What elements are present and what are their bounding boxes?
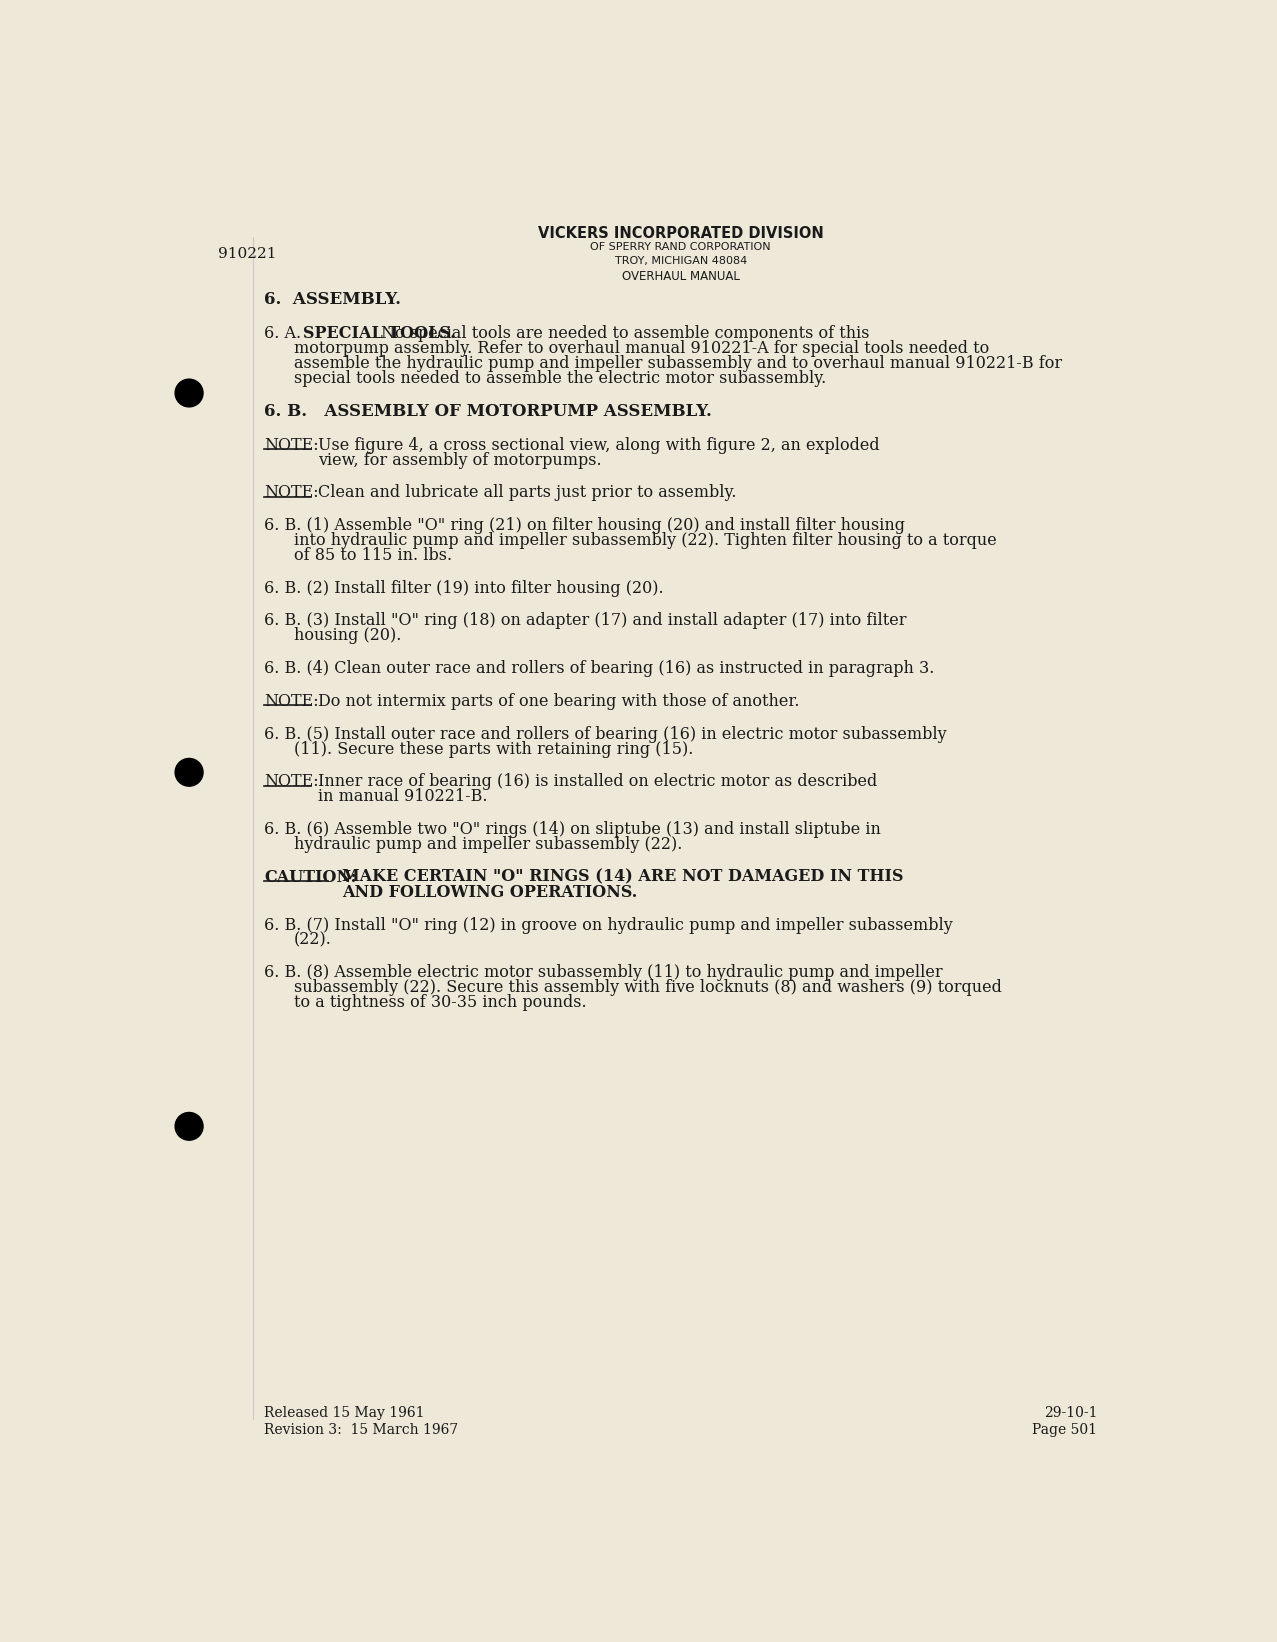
- Text: AND FOLLOWING OPERATIONS.: AND FOLLOWING OPERATIONS.: [342, 883, 637, 901]
- Text: into hydraulic pump and impeller subassembly (22). Tighten filter housing to a t: into hydraulic pump and impeller subasse…: [294, 532, 996, 548]
- Text: motorpump assembly. Refer to overhaul manual 910221-A for special tools needed t: motorpump assembly. Refer to overhaul ma…: [294, 340, 988, 356]
- Text: OVERHAUL MANUAL: OVERHAUL MANUAL: [622, 271, 739, 282]
- Text: 6. B. (8) Assemble electric motor subassembly (11) to hydraulic pump and impelle: 6. B. (8) Assemble electric motor subass…: [264, 964, 942, 982]
- Text: Do not intermix parts of one bearing with those of another.: Do not intermix parts of one bearing wit…: [318, 693, 799, 709]
- Text: special tools needed to assemble the electric motor subassembly.: special tools needed to assemble the ele…: [294, 369, 826, 388]
- Text: NOTE:: NOTE:: [264, 693, 319, 709]
- Text: housing (20).: housing (20).: [294, 627, 401, 644]
- Text: 910221: 910221: [218, 246, 276, 261]
- Text: assemble the hydraulic pump and impeller subassembly and to overhaul manual 9102: assemble the hydraulic pump and impeller…: [294, 355, 1061, 371]
- Text: 6. B. (6) Assemble two "O" rings (14) on sliptube (13) and install sliptube in: 6. B. (6) Assemble two "O" rings (14) on…: [264, 821, 881, 837]
- Text: view, for assembly of motorpumps.: view, for assembly of motorpumps.: [318, 452, 603, 468]
- Text: SPECIAL TOOLS.: SPECIAL TOOLS.: [304, 325, 456, 342]
- Text: subassembly (22). Secure this assembly with five locknuts (8) and washers (9) to: subassembly (22). Secure this assembly w…: [294, 979, 1001, 997]
- Text: NOTE:: NOTE:: [264, 437, 319, 453]
- Text: Released 15 May 1961: Released 15 May 1961: [264, 1406, 425, 1420]
- Text: MAKE CERTAIN "O" RINGS (14) ARE NOT DAMAGED IN THIS: MAKE CERTAIN "O" RINGS (14) ARE NOT DAMA…: [342, 869, 903, 887]
- Circle shape: [175, 759, 203, 787]
- Text: CAUTION:: CAUTION:: [264, 869, 356, 887]
- Text: TROY, MICHIGAN 48084: TROY, MICHIGAN 48084: [614, 256, 747, 266]
- Text: 6. A.: 6. A.: [264, 325, 312, 342]
- Text: (11). Secure these parts with retaining ring (15).: (11). Secure these parts with retaining …: [294, 741, 693, 757]
- Text: Page 501: Page 501: [1032, 1424, 1097, 1437]
- Text: 6. B. (7) Install "O" ring (12) in groove on hydraulic pump and impeller subasse: 6. B. (7) Install "O" ring (12) in groov…: [264, 916, 953, 934]
- Text: of 85 to 115 in. lbs.: of 85 to 115 in. lbs.: [294, 547, 452, 563]
- Text: OF SPERRY RAND CORPORATION: OF SPERRY RAND CORPORATION: [590, 243, 771, 253]
- Circle shape: [175, 1113, 203, 1140]
- Text: 6. B. (2) Install filter (19) into filter housing (20).: 6. B. (2) Install filter (19) into filte…: [264, 580, 664, 596]
- Text: hydraulic pump and impeller subassembly (22).: hydraulic pump and impeller subassembly …: [294, 836, 682, 854]
- Text: NOTE:: NOTE:: [264, 484, 319, 501]
- Text: 6. B. (1) Assemble "O" ring (21) on filter housing (20) and install filter housi: 6. B. (1) Assemble "O" ring (21) on filt…: [264, 517, 905, 534]
- Text: 6. B.   ASSEMBLY OF MOTORPUMP ASSEMBLY.: 6. B. ASSEMBLY OF MOTORPUMP ASSEMBLY.: [264, 402, 713, 420]
- Text: to a tightness of 30-35 inch pounds.: to a tightness of 30-35 inch pounds.: [294, 995, 586, 1011]
- Text: 6. B. (5) Install outer race and rollers of bearing (16) in electric motor subas: 6. B. (5) Install outer race and rollers…: [264, 726, 946, 742]
- Text: Use figure 4, a cross sectional view, along with figure 2, an exploded: Use figure 4, a cross sectional view, al…: [318, 437, 880, 453]
- Text: (22).: (22).: [294, 931, 332, 949]
- Text: 6. B. (3) Install "O" ring (18) on adapter (17) and install adapter (17) into fi: 6. B. (3) Install "O" ring (18) on adapt…: [264, 612, 907, 629]
- Text: No special tools are needed to assemble components of this: No special tools are needed to assemble …: [382, 325, 870, 342]
- Text: Inner race of bearing (16) is installed on electric motor as described: Inner race of bearing (16) is installed …: [318, 773, 877, 790]
- Text: in manual 910221-B.: in manual 910221-B.: [318, 788, 488, 805]
- Text: Clean and lubricate all parts just prior to assembly.: Clean and lubricate all parts just prior…: [318, 484, 737, 501]
- Circle shape: [175, 379, 203, 407]
- Text: NOTE:: NOTE:: [264, 773, 319, 790]
- Text: Revision 3:  15 March 1967: Revision 3: 15 March 1967: [264, 1424, 458, 1437]
- Text: VICKERS INCORPORATED DIVISION: VICKERS INCORPORATED DIVISION: [538, 225, 824, 240]
- Text: 6. B. (4) Clean outer race and rollers of bearing (16) as instructed in paragrap: 6. B. (4) Clean outer race and rollers o…: [264, 660, 935, 677]
- Text: 6.  ASSEMBLY.: 6. ASSEMBLY.: [264, 291, 401, 309]
- Text: 29-10-1: 29-10-1: [1043, 1406, 1097, 1420]
